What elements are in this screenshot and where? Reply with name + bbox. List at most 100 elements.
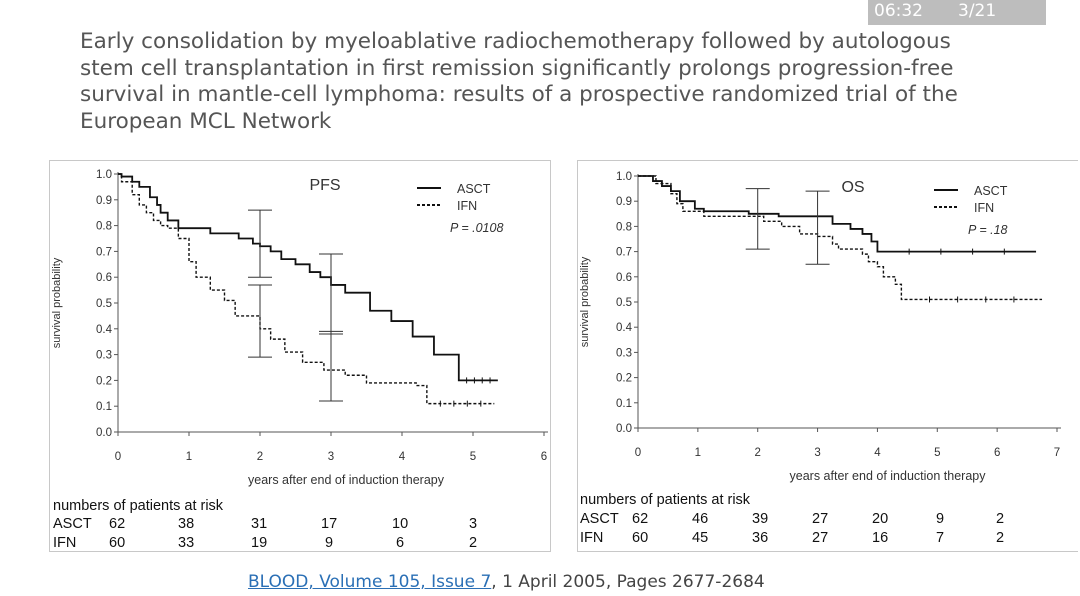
risk-cell: 10 [392, 516, 409, 532]
y-axis-label: survival probability [51, 257, 63, 348]
risk-cell: 7 [936, 530, 945, 546]
slide-time: 06:32 [874, 1, 923, 21]
y-tick-label: 0.6 [96, 272, 112, 284]
risk-cell: 6 [396, 535, 405, 551]
x-axis-label: years after end of induction therapy [248, 473, 445, 487]
os-risk-row-asct: ASCT 62 46 39 27 20 9 2 [580, 511, 1050, 529]
p-value: P = .18 [968, 223, 1008, 237]
risk-cell: 60 [109, 535, 126, 551]
risk-row-label: IFN [53, 535, 77, 551]
y-tick-label: 0.6 [616, 272, 632, 284]
y-tick-label: 0.8 [616, 221, 632, 233]
p-value: P = .0108 [450, 221, 503, 235]
os-risk-table-title: numbers of patients at risk [580, 492, 751, 508]
x-tick-label: 5 [934, 447, 940, 459]
citation: BLOOD, Volume 105, Issue 7, 1 April 2005… [248, 572, 765, 592]
y-tick-label: 0.5 [616, 297, 632, 309]
chart-title: PFS [309, 177, 340, 194]
risk-cell: 9 [325, 535, 334, 551]
x-tick-label: 4 [874, 447, 881, 459]
y-tick-label: 0.9 [96, 195, 112, 207]
y-tick-label: 0.0 [616, 423, 632, 435]
survival-curve-ifn [118, 173, 495, 405]
y-axis-label: survival probability [579, 256, 591, 347]
risk-row-label: IFN [580, 530, 604, 546]
risk-cell: 60 [632, 530, 649, 546]
risk-cell: 19 [251, 535, 268, 551]
y-tick-label: 0.7 [96, 246, 112, 258]
y-tick-label: 0.3 [616, 347, 632, 359]
pfs-risk-row-ifn: IFN 60 33 19 9 6 2 [53, 535, 523, 553]
y-tick-label: 0.4 [96, 324, 113, 336]
x-axis-label: years after end of induction therapy [790, 469, 987, 483]
risk-cell: 46 [692, 511, 709, 527]
risk-cell: 38 [178, 516, 195, 532]
survival-curve-asct [638, 175, 1037, 253]
x-tick-label: 1 [695, 447, 701, 459]
pfs-kaplan-meier-chart: 0.0 0.1 0.2 0.3 0.4 0.5 0.6 0.7 0.8 0.9 1.0 0 1 2 3 4 5 6… [51, 169, 548, 487]
x-tick-label: 3 [814, 447, 820, 459]
x-tick-label: 7 [1054, 447, 1060, 459]
y-tick-label: 1.0 [96, 169, 112, 181]
risk-cell: 62 [632, 511, 649, 527]
y-tick-label: 0.1 [96, 401, 112, 413]
y-tick-label: 0.7 [616, 247, 632, 259]
slide-status-bar: 06:32 3/21 [868, 0, 1046, 25]
x-tick-label: 3 [328, 451, 334, 463]
risk-cell: 20 [872, 511, 889, 527]
chart-title: OS [841, 179, 864, 196]
x-tick-label: 6 [994, 447, 1000, 459]
y-tick-label: 0.0 [96, 427, 112, 439]
x-tick-label: 1 [186, 451, 192, 463]
y-tick-label: 0.9 [616, 196, 632, 208]
risk-row-label: ASCT [580, 511, 619, 527]
os-risk-row-ifn: IFN 60 45 36 27 16 7 2 [580, 530, 1050, 548]
x-tick-label: 2 [755, 447, 761, 459]
risk-row-label: ASCT [53, 516, 92, 532]
y-tick-label: 1.0 [616, 171, 632, 183]
survival-curve-ifn [638, 175, 1043, 301]
risk-cell: 2 [469, 535, 478, 551]
legend-label: ASCT [457, 182, 491, 196]
slide-title: Early consolidation by myeloablative rad… [80, 29, 958, 134]
risk-cell: 2 [996, 511, 1005, 527]
risk-cell: 3 [469, 516, 478, 532]
x-tick-label: 0 [635, 447, 641, 459]
x-tick-label: 6 [541, 451, 547, 463]
pfs-risk-row-asct: ASCT 62 38 31 17 10 3 [53, 516, 523, 534]
legend-label: IFN [457, 199, 477, 213]
x-tick-label: 4 [399, 451, 406, 463]
y-tick-label: 0.4 [616, 322, 633, 334]
journal-link[interactable]: BLOOD, Volume 105, Issue 7 [248, 572, 492, 592]
risk-cell: 62 [109, 516, 126, 532]
pfs-risk-table-title: numbers of patients at risk [53, 498, 224, 514]
x-tick-label: 2 [257, 451, 263, 463]
pfs-chart-panel: 0.0 0.1 0.2 0.3 0.4 0.5 0.6 0.7 0.8 0.9 1.0 0 1 2 3 4 5 6… [49, 160, 551, 552]
risk-cell: 2 [996, 530, 1005, 546]
slide-page-counter: 3/21 [958, 1, 997, 21]
x-tick-label: 5 [470, 451, 476, 463]
risk-cell: 16 [872, 530, 889, 546]
os-chart-panel: 0.0 0.1 0.2 0.3 0.4 0.5 0.6 0.7 0.8 0.9 1.0 0 1 2 3 4 5 6… [577, 160, 1078, 552]
risk-cell: 9 [936, 511, 945, 527]
risk-cell: 17 [321, 516, 338, 532]
y-tick-label: 0.3 [96, 350, 112, 362]
legend-label: ASCT [974, 184, 1008, 198]
y-tick-label: 0.2 [96, 375, 112, 387]
risk-cell: 36 [752, 530, 769, 546]
x-tick-label: 0 [115, 451, 121, 463]
y-tick-label: 0.1 [616, 398, 632, 410]
risk-cell: 45 [692, 530, 709, 546]
y-tick-label: 0.8 [96, 221, 112, 233]
y-tick-label: 0.2 [616, 373, 632, 385]
risk-cell: 31 [251, 516, 268, 532]
citation-details: , 1 April 2005, Pages 2677-2684 [491, 572, 765, 592]
risk-cell: 33 [178, 535, 195, 551]
legend-label: IFN [974, 201, 994, 215]
os-kaplan-meier-chart: 0.0 0.1 0.2 0.3 0.4 0.5 0.6 0.7 0.8 0.9 1.0 0 1 2 3 4 5 6… [579, 171, 1061, 483]
risk-cell: 27 [812, 530, 829, 546]
y-tick-label: 0.5 [96, 298, 112, 310]
survival-curve-asct [118, 173, 498, 382]
risk-cell: 27 [812, 511, 829, 527]
risk-cell: 39 [752, 511, 769, 527]
